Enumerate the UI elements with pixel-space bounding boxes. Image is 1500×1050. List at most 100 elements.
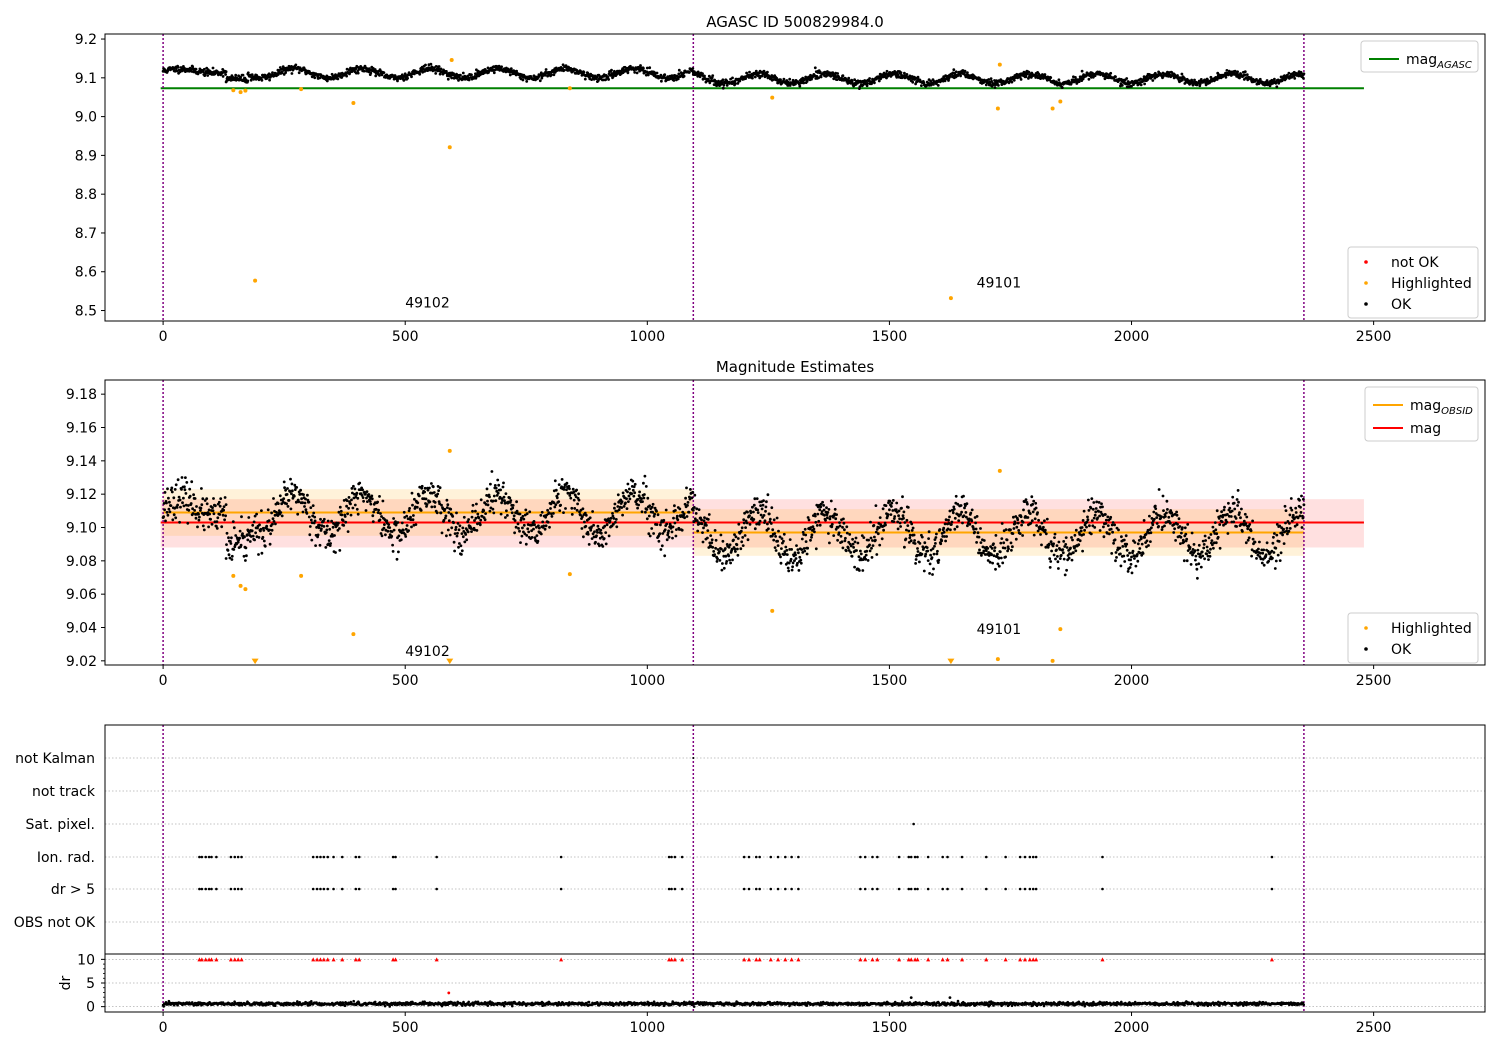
ok-point <box>646 496 650 500</box>
ok-point <box>387 523 391 526</box>
ok-point <box>1273 77 1276 81</box>
ok-point <box>1078 539 1082 543</box>
ok-point <box>430 482 433 485</box>
ok-point <box>890 505 893 508</box>
ok-point <box>492 494 496 498</box>
ok-point <box>845 525 849 529</box>
ok-point <box>902 516 905 520</box>
ok-point <box>865 84 869 88</box>
ok-point <box>596 524 600 528</box>
ok-point <box>1020 523 1023 527</box>
ok-point <box>1143 536 1146 539</box>
ok-point <box>539 532 543 536</box>
ok-point <box>632 494 636 498</box>
ok-point <box>510 511 514 515</box>
ok-point <box>904 537 908 541</box>
ok-point <box>912 533 916 537</box>
highlighted-point <box>243 587 248 592</box>
ok-point <box>1048 557 1052 561</box>
ok-point <box>604 542 608 546</box>
ok-point <box>568 487 571 491</box>
ok-point <box>416 501 420 505</box>
ok-point <box>851 542 855 546</box>
legend-point-label: not OK <box>1391 255 1439 271</box>
ok-point <box>457 545 460 549</box>
ok-point <box>957 519 961 522</box>
ok-point <box>590 537 594 540</box>
ok-point <box>903 71 906 75</box>
ok-point <box>437 500 441 503</box>
ok-point <box>1114 75 1117 79</box>
ok-point <box>964 504 967 507</box>
ion-rad-flag-point <box>784 855 787 859</box>
ok-point <box>234 534 238 537</box>
ok-point <box>337 510 341 514</box>
ok-point <box>334 551 337 554</box>
ok-point <box>238 529 242 533</box>
ok-point <box>1180 531 1183 535</box>
ok-point <box>651 502 655 506</box>
y-tick-label: 9.14 <box>66 454 97 470</box>
ok-point <box>799 558 803 562</box>
ok-point <box>290 482 294 486</box>
ok-point <box>849 551 853 554</box>
ok-point <box>540 510 544 514</box>
y-tick-label: 9.0 <box>75 110 97 126</box>
ok-point <box>1110 552 1114 555</box>
dr-clipped-marker <box>768 957 773 962</box>
ok-point <box>931 547 935 550</box>
ok-point <box>1018 532 1022 535</box>
ok-point <box>206 74 210 77</box>
ok-point <box>320 527 323 531</box>
ok-point <box>1274 559 1278 563</box>
ok-point <box>239 75 243 79</box>
ok-point <box>1273 532 1276 535</box>
ok-point <box>823 513 826 517</box>
ok-point <box>783 550 787 554</box>
ok-point <box>250 529 254 533</box>
ok-point <box>376 500 379 504</box>
ok-point <box>475 502 478 506</box>
ok-point <box>788 538 792 541</box>
ok-point <box>179 505 182 509</box>
ok-point <box>232 526 236 530</box>
ok-point <box>418 72 422 76</box>
ok-point <box>972 527 976 531</box>
ok-point <box>244 546 248 550</box>
y-tick-label: 8.8 <box>75 187 97 203</box>
ok-point <box>959 74 962 78</box>
ok-point <box>513 531 516 535</box>
ok-point <box>700 518 703 522</box>
ok-point <box>1125 542 1129 546</box>
ok-point <box>979 541 983 544</box>
ok-point <box>230 558 234 561</box>
ok-point <box>423 490 426 494</box>
dr-gt-5-flag-point <box>391 887 395 891</box>
ok-point <box>1111 521 1115 524</box>
ok-point <box>999 541 1003 545</box>
ok-point <box>689 488 692 491</box>
ok-point <box>923 541 927 545</box>
ok-point <box>598 536 602 540</box>
ok-point <box>184 476 187 479</box>
ok-point <box>1151 523 1155 527</box>
dr-gt-5-flag-point <box>435 887 438 891</box>
ok-point <box>325 528 329 532</box>
ok-point <box>975 541 978 544</box>
ok-point <box>1119 564 1123 568</box>
ok-point <box>986 559 990 562</box>
ok-point <box>779 555 782 559</box>
ok-point <box>314 544 317 547</box>
ok-point <box>445 506 449 509</box>
ok-point <box>261 526 265 530</box>
ok-point <box>880 537 884 541</box>
ok-point <box>878 543 882 547</box>
ok-point <box>415 505 419 509</box>
ok-point <box>836 72 839 75</box>
ok-point <box>1032 499 1036 503</box>
ok-point <box>608 519 612 523</box>
ok-point <box>272 520 276 523</box>
ok-point <box>504 516 507 519</box>
ok-point <box>721 539 725 543</box>
ok-point <box>1049 76 1053 79</box>
